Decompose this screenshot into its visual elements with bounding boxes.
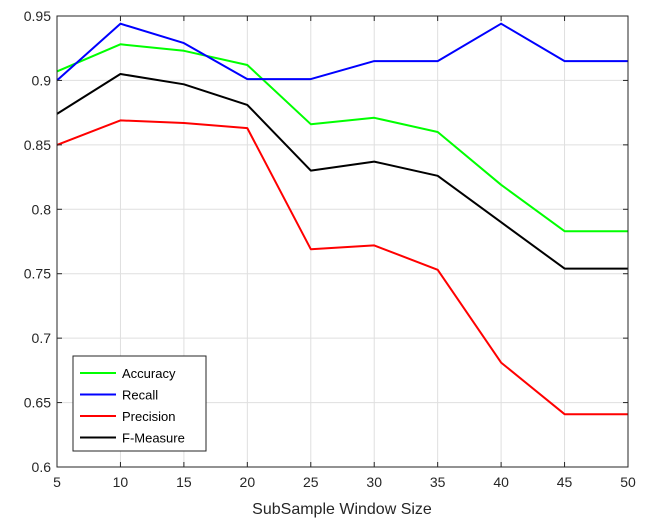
y-tick-label: 0.75 (24, 266, 51, 282)
series-lines (56, 22, 628, 416)
x-tick-label: 35 (430, 474, 446, 490)
x-tick-label: 50 (620, 474, 636, 490)
legend: Accuracy Recall Precision F-Measure (72, 355, 207, 452)
legend-label-recall: Recall (122, 388, 158, 403)
series-line-precision (56, 119, 628, 416)
x-tick-label: 30 (366, 474, 382, 490)
series-line-accuracy (56, 43, 628, 233)
x-tick-label: 40 (493, 474, 509, 490)
series-line-recall (56, 22, 628, 82)
plot-frame (56, 15, 629, 468)
x-tick-label: 15 (176, 474, 192, 490)
y-tick-label: 0.8 (32, 201, 52, 217)
y-tick-label: 0.9 (32, 72, 52, 88)
x-tick-label: 20 (240, 474, 256, 490)
y-tick-label: 0.95 (24, 8, 51, 24)
y-tick-label: 0.85 (24, 137, 51, 153)
x-tick-label: 45 (557, 474, 573, 490)
legend-label-accuracy: Accuracy (122, 366, 176, 381)
axis-ticks (56, 15, 629, 468)
y-tick-label: 0.6 (32, 459, 52, 475)
y-tick-label: 0.65 (24, 395, 51, 411)
legend-items: Accuracy Recall Precision F-Measure (80, 366, 185, 446)
axis-tick-labels: 5 10 15 20 25 30 35 40 45 50 0.6 0.65 0.7 0.75 0.8 0.85… (24, 8, 636, 490)
legend-box (72, 355, 207, 452)
series-line-f-measure (56, 73, 628, 270)
x-axis-label: SubSample Window Size (252, 501, 432, 518)
y-tick-label: 0.7 (32, 330, 52, 346)
legend-label-f-measure: F-Measure (122, 431, 185, 446)
legend-label-precision: Precision (122, 409, 175, 424)
x-tick-label: 5 (53, 474, 61, 490)
x-tick-label: 10 (113, 474, 129, 490)
x-tick-label: 25 (303, 474, 319, 490)
